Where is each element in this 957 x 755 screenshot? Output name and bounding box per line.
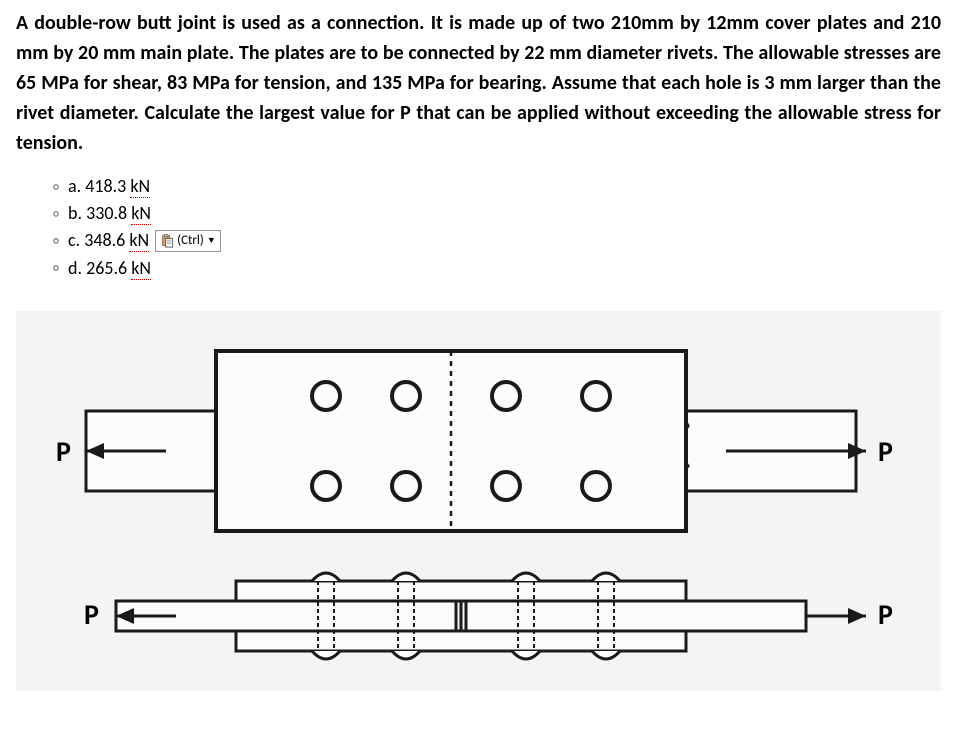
option-letter: b. <box>68 202 82 224</box>
chevron-down-icon: ▼ <box>207 235 216 248</box>
force-label-left-top: P <box>56 434 71 469</box>
option-letter: d. <box>68 257 82 279</box>
option-value: 265.6 <box>86 257 127 279</box>
rivet-hole <box>392 472 420 500</box>
option-b: ○ b. 330.8 kN <box>44 201 941 226</box>
option-unit: kN <box>129 229 149 252</box>
left-plate <box>86 401 231 491</box>
option-a: ○ a. 418.3 kN <box>44 174 941 199</box>
option-letter: c. <box>68 229 80 251</box>
bullet-icon: ○ <box>44 180 68 194</box>
rivet-hole <box>492 472 520 500</box>
option-letter: a. <box>68 175 81 197</box>
force-label-right-bottom: P <box>878 597 893 632</box>
option-label: c. 348.6 kN <box>68 228 149 253</box>
option-unit: kN <box>130 175 150 198</box>
side-view: P P <box>84 573 893 659</box>
rivet-hole <box>582 382 610 410</box>
right-plate <box>674 401 856 491</box>
option-value: 418.3 <box>85 175 126 197</box>
option-unit: kN <box>131 257 151 280</box>
options-list: ○ a. 418.3 kN ○ b. 330.8 kN ○ c. 348.6 k… <box>44 174 941 281</box>
option-label: a. 418.3 kN <box>68 174 150 199</box>
clipboard-icon <box>160 234 174 248</box>
cover-plate-upper <box>236 581 686 601</box>
force-label-left-bottom: P <box>84 597 99 632</box>
bullet-icon: ○ <box>44 261 68 275</box>
figure-container: P P <box>16 311 941 691</box>
option-label: d. 265.6 kN <box>68 256 151 281</box>
butt-joint-diagram: P P <box>26 331 946 681</box>
rivet-hole <box>392 382 420 410</box>
option-d: ○ d. 265.6 kN <box>44 256 941 281</box>
bullet-icon: ○ <box>44 207 68 221</box>
arrow-head-icon <box>848 608 866 624</box>
rivet-hole <box>312 472 340 500</box>
problem-statement: A double-row butt joint is used as a con… <box>16 8 941 158</box>
rivet-hole <box>582 472 610 500</box>
badge-label: (Ctrl) <box>177 232 204 250</box>
rivet-hole <box>492 382 520 410</box>
force-label-right-top: P <box>878 434 893 469</box>
paste-options-badge[interactable]: (Ctrl) ▼ <box>155 230 221 252</box>
option-c: ○ c. 348.6 kN (Ctrl) ▼ <box>44 228 941 253</box>
option-value: 348.6 <box>84 229 125 251</box>
option-unit: kN <box>131 202 151 225</box>
bullet-icon: ○ <box>44 234 68 248</box>
cover-plate-lower <box>236 631 686 651</box>
option-value: 330.8 <box>86 202 127 224</box>
option-label: b. 330.8 kN <box>68 201 151 226</box>
rivet-hole <box>312 382 340 410</box>
